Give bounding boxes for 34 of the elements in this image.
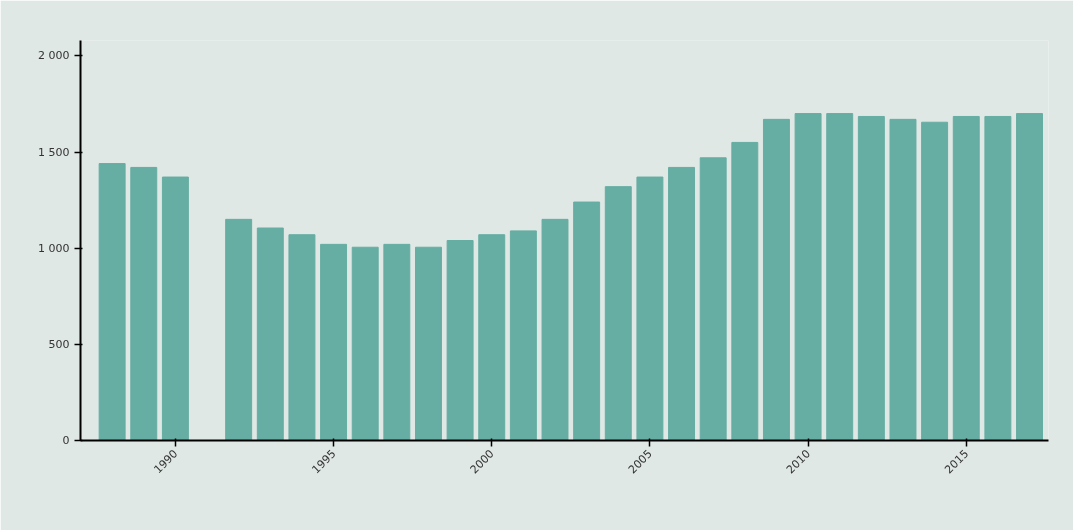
y-tick-label: 0 [62, 434, 70, 447]
bar [604, 186, 632, 441]
bar [889, 118, 917, 441]
bar [320, 243, 348, 441]
bar [857, 115, 885, 441]
y-tick-label: 1 000 [38, 241, 70, 255]
bar [383, 243, 411, 441]
bar [130, 166, 158, 441]
bar [952, 115, 980, 441]
bar [98, 163, 126, 441]
y-tick-label: 1 500 [38, 145, 70, 159]
bar [225, 218, 253, 441]
bar [161, 176, 189, 441]
bar [1016, 113, 1043, 441]
bar [731, 141, 759, 441]
bar [256, 227, 284, 441]
bar [351, 246, 379, 441]
bar [509, 230, 537, 441]
y-tick-label: 2 000 [38, 49, 70, 63]
bar [826, 113, 854, 441]
bar [984, 115, 1012, 441]
bar [921, 121, 949, 441]
bar [794, 113, 822, 441]
bar [573, 201, 601, 441]
bar [478, 234, 506, 441]
bar [668, 166, 696, 441]
bar [699, 157, 727, 441]
bar [446, 240, 474, 441]
bar [636, 176, 664, 441]
bar [762, 118, 790, 441]
bar [415, 246, 442, 441]
bar [541, 218, 569, 441]
bar [288, 234, 316, 441]
y-tick-label: 500 [48, 337, 70, 351]
